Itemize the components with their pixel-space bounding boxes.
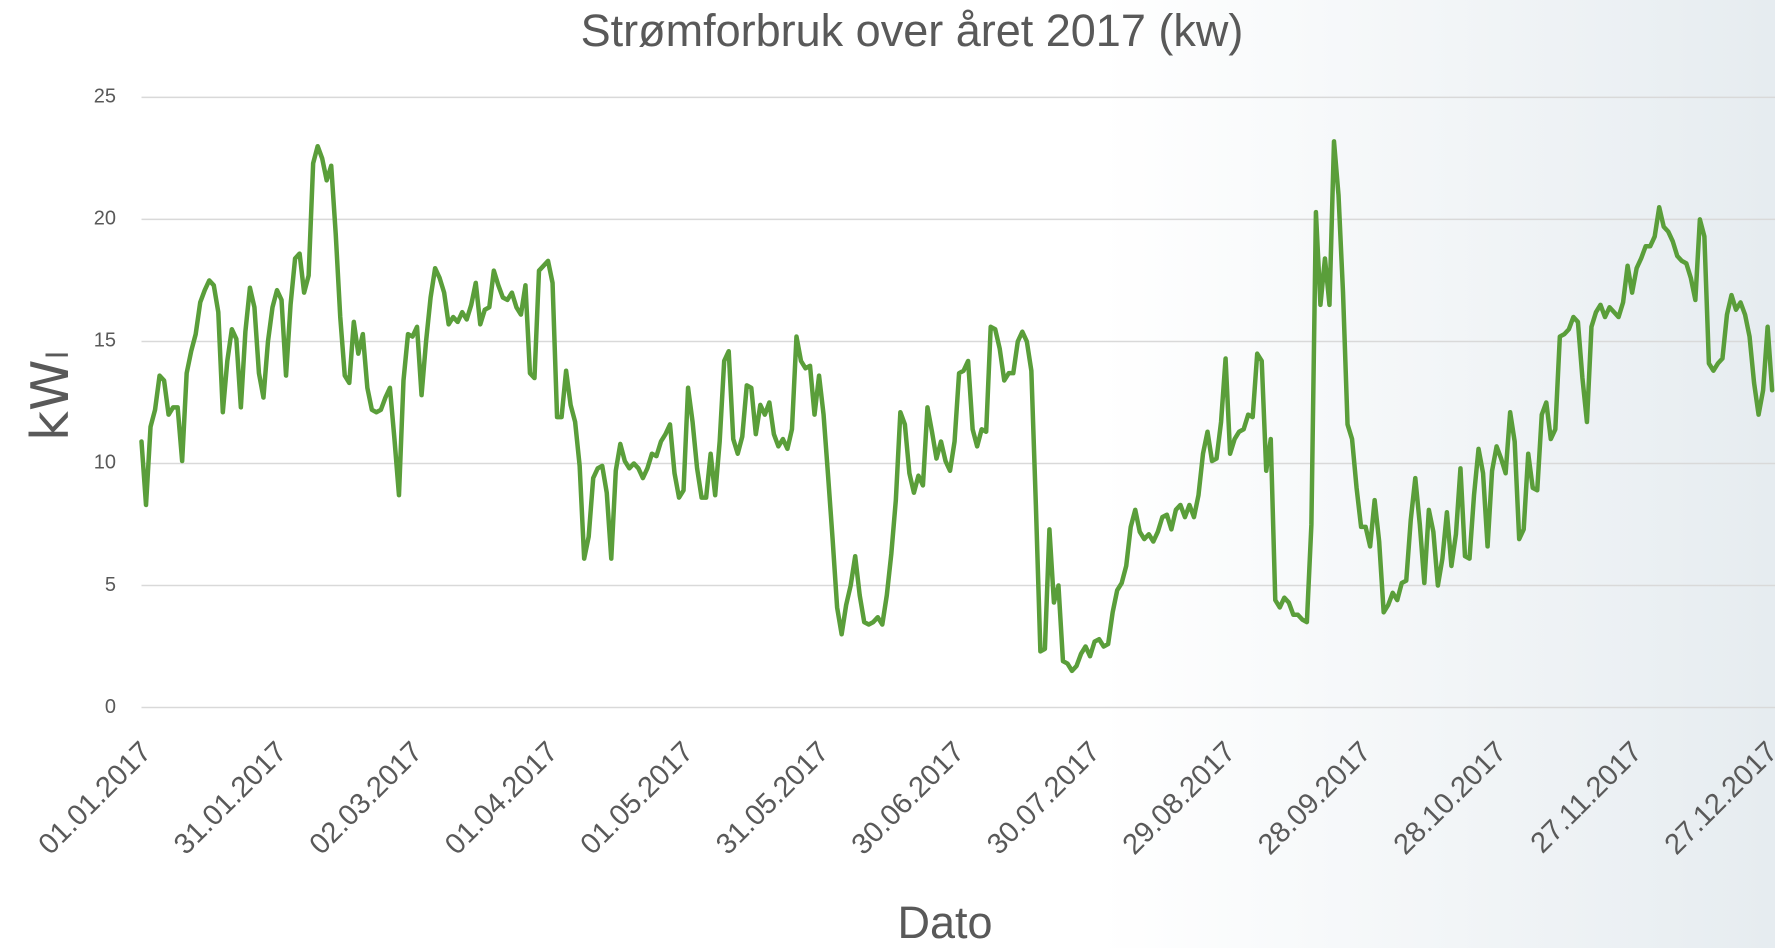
data-line (139, 139, 1775, 674)
y-tick-label: 5 (105, 574, 116, 596)
y-axis-title: kWₗ (21, 351, 81, 441)
y-tick-label: 10 (94, 452, 116, 474)
y-tick-label: 25 (94, 86, 116, 108)
x-axis-title: Dato (897, 897, 992, 948)
chart-title: Strømforbruk over året 2017 (kw) (581, 5, 1244, 56)
y-tick-label: 20 (94, 208, 116, 230)
y-tick-label: 15 (94, 330, 116, 352)
y-tick-label: 0 (105, 696, 116, 718)
